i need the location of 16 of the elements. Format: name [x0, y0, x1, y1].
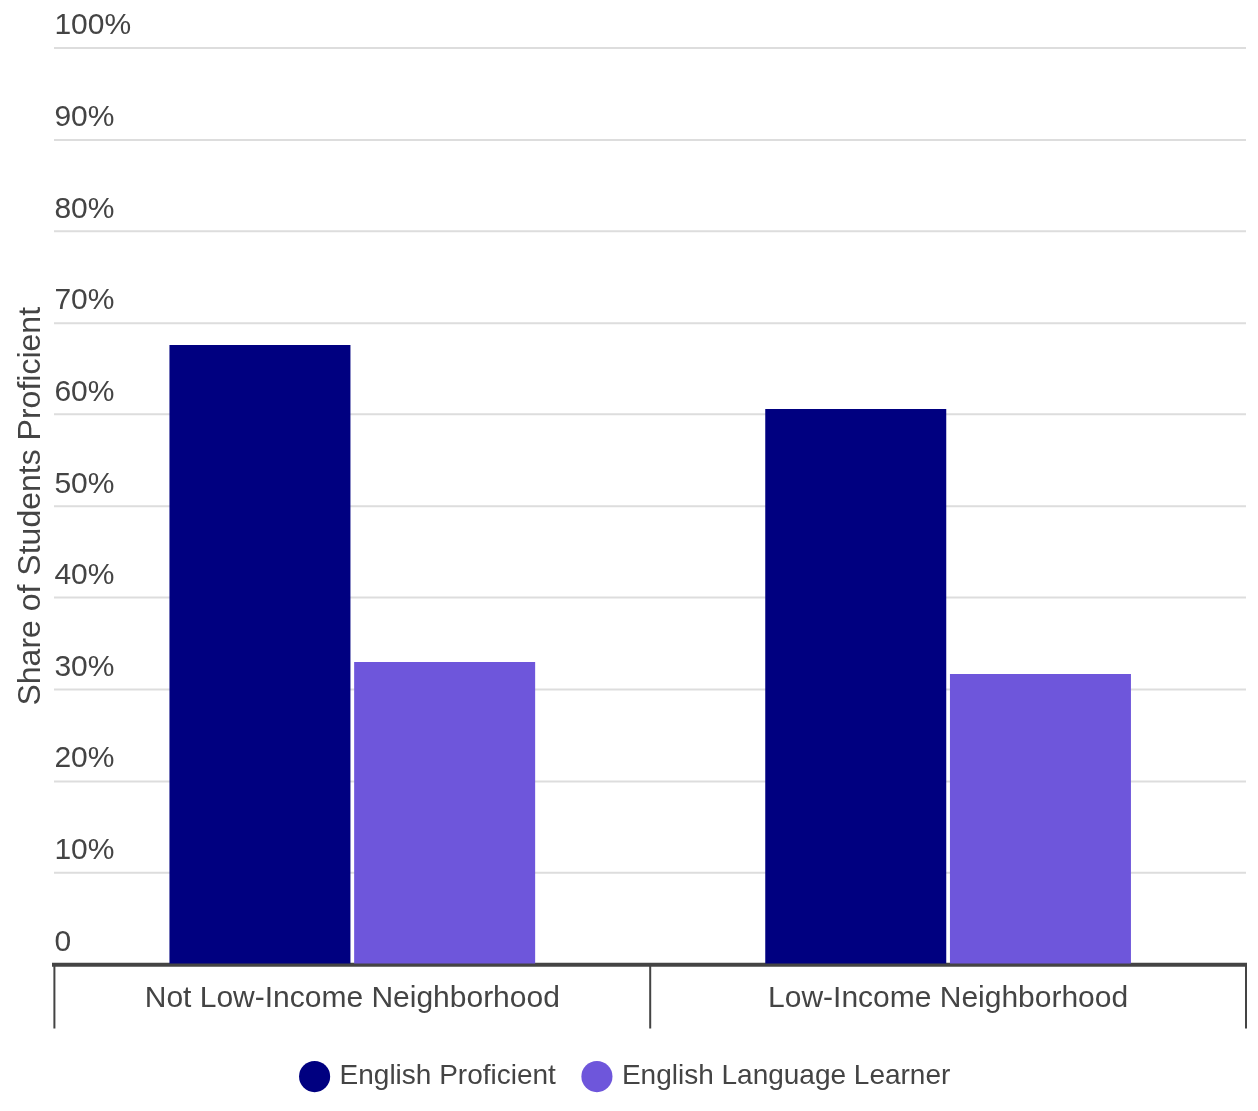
- y-tick-label: 90%: [54, 98, 115, 132]
- y-tick-label: 0: [54, 923, 72, 957]
- y-tick-label: 100%: [54, 7, 132, 41]
- y-tick-label: 40%: [54, 557, 115, 591]
- y-tick-label: 80%: [54, 190, 115, 224]
- y-tick-label: 70%: [54, 282, 115, 316]
- legend-label: English Language Learner: [621, 1059, 951, 1091]
- x-tick-label: Not Low-Income Neighborhood: [144, 979, 560, 1013]
- y-tick-label: 30%: [54, 648, 115, 682]
- y-tick-label: 10%: [54, 832, 115, 866]
- y-tick-label: 20%: [54, 740, 115, 774]
- legend-label: English Proficient: [339, 1059, 557, 1091]
- x-tick-label: Low-Income Neighborhood: [768, 979, 1129, 1013]
- y-tick-label: 60%: [54, 373, 115, 407]
- y-axis-title: Share of Students Proficient: [11, 306, 48, 706]
- y-tick-label: 50%: [54, 465, 115, 499]
